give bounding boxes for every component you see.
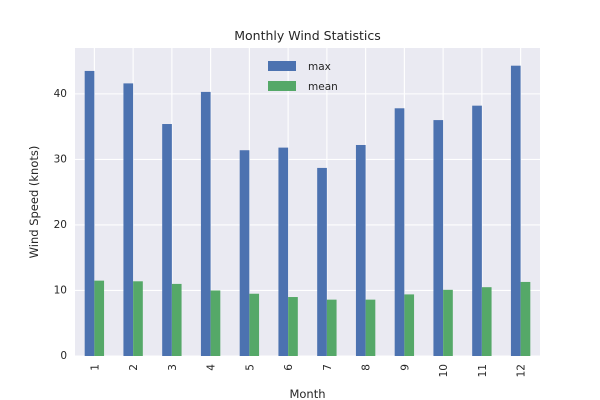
x-tick-label: 9 [399, 364, 411, 371]
y-tick-label: 10 [54, 284, 67, 296]
y-tick-label: 40 [54, 88, 67, 100]
x-tick-label: 11 [477, 364, 489, 377]
x-tick-label: 8 [361, 364, 373, 371]
legend-label-max: max [308, 61, 331, 73]
x-tick-label: 6 [283, 364, 295, 371]
x-tick-label: 1 [89, 364, 101, 371]
chart-title: Monthly Wind Statistics [234, 28, 381, 43]
bar-max-11 [472, 105, 482, 356]
x-tick-labels: 1 2 3 4 5 6 7 8 9 10 11 12 [89, 364, 527, 378]
bar-mean-4 [210, 290, 221, 356]
legend-label-mean: mean [308, 81, 338, 93]
bar-mean-10 [443, 289, 453, 356]
bar-max-1 [84, 70, 95, 357]
x-axis-label: Month [289, 387, 325, 400]
y-tick-label: 30 [54, 153, 67, 165]
x-tick-label: 3 [167, 364, 179, 371]
bar-max-4 [200, 91, 211, 357]
bar-max-6 [278, 147, 289, 356]
bar-mean-7 [326, 299, 337, 356]
plot-area [75, 48, 540, 356]
y-axis-label: Wind Speed (knots) [27, 146, 41, 259]
x-tick-label: 4 [206, 364, 218, 371]
bar-max-9 [394, 108, 405, 356]
bar-max-3 [162, 124, 172, 356]
bar-max-10 [433, 120, 444, 356]
y-tick-label: 0 [60, 350, 67, 362]
legend-swatch-mean [268, 81, 296, 91]
x-tick-label: 12 [516, 364, 528, 377]
bars [84, 65, 531, 357]
bar-max-12 [510, 65, 521, 357]
bar-mean-11 [481, 287, 492, 356]
legend: max mean [268, 61, 338, 93]
bar-mean-8 [365, 299, 376, 356]
bar-max-2 [123, 83, 134, 356]
bar-max-5 [239, 150, 250, 356]
y-tick-label: 20 [54, 219, 67, 231]
bar-max-7 [317, 167, 327, 356]
bar-mean-1 [94, 280, 105, 356]
legend-swatch-max [268, 61, 296, 71]
x-tick-label: 7 [322, 364, 334, 371]
x-tick-label: 5 [244, 364, 256, 371]
x-tick-label: 2 [128, 364, 140, 371]
bar-max-8 [355, 144, 366, 356]
bar-mean-12 [520, 281, 531, 356]
bar-mean-9 [404, 294, 415, 356]
bar-mean-6 [288, 297, 298, 356]
x-tick-label: 10 [438, 364, 450, 377]
y-tick-labels: 0 10 20 30 40 [54, 88, 67, 362]
bar-mean-3 [171, 283, 182, 356]
bar-mean-5 [249, 293, 260, 356]
bar-mean-2 [133, 281, 143, 356]
